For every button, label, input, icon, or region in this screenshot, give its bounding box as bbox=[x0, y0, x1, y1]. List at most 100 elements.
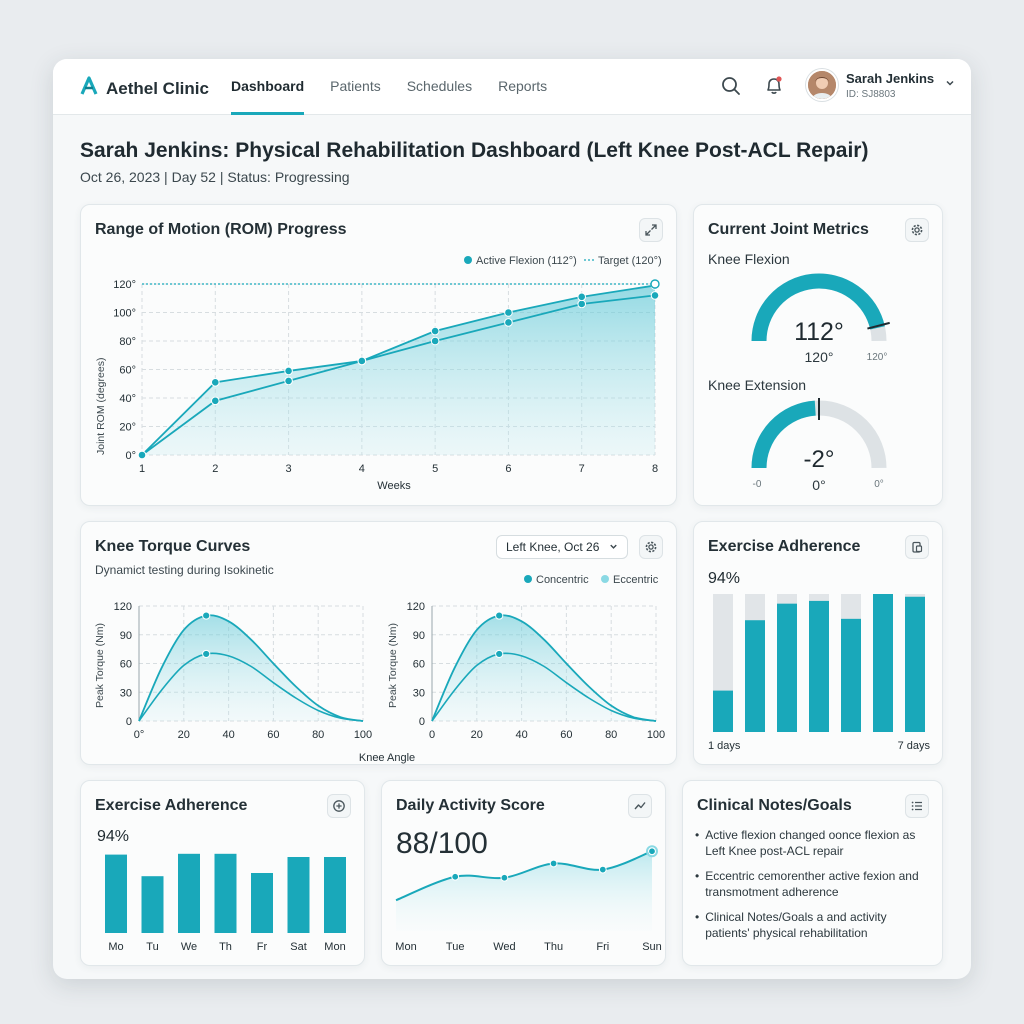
chevron-down-icon[interactable] bbox=[944, 76, 956, 94]
torque-left-xtick: 0° bbox=[134, 729, 145, 741]
rom-points bbox=[137, 279, 660, 460]
rom-point-active bbox=[650, 291, 660, 300]
rom-xtick: 2 bbox=[212, 463, 218, 475]
rom-point-upper bbox=[504, 308, 513, 317]
rom-point-upper bbox=[357, 356, 367, 366]
legend-dot-active bbox=[464, 256, 472, 264]
search-icon[interactable] bbox=[720, 75, 742, 102]
torque-right-xtick: 100 bbox=[647, 729, 665, 741]
adherence-day-label: Mon bbox=[324, 941, 345, 953]
rom-ytick: 100° bbox=[113, 308, 136, 320]
activity-area bbox=[396, 851, 652, 931]
adherence-day-bar bbox=[214, 853, 237, 933]
rom-xtick: 7 bbox=[579, 463, 585, 475]
torque-right-ytick: 120 bbox=[407, 601, 425, 613]
trend-icon[interactable] bbox=[628, 794, 652, 818]
adherence-bar bbox=[745, 620, 765, 732]
rom-series-active bbox=[141, 294, 656, 456]
activity-score: 88/100 bbox=[396, 827, 488, 860]
adherence-day-bar bbox=[105, 854, 127, 933]
rom-xtick: 3 bbox=[286, 463, 292, 475]
nav-schedules[interactable]: Schedules bbox=[406, 78, 473, 94]
adherence-percent-right: 94% bbox=[708, 570, 741, 587]
activity-point bbox=[500, 873, 509, 882]
activity-day-label: Mon bbox=[395, 941, 416, 953]
gear-icon[interactable] bbox=[639, 535, 663, 559]
rom-xtick: 6 bbox=[505, 463, 511, 475]
torque-xlabel: Knee Angle bbox=[359, 752, 415, 764]
torque-left-eccentric-line bbox=[138, 652, 364, 722]
activity-day-labels: Mon Tue Wed Thu Fri Sun bbox=[395, 941, 661, 953]
joint-metrics-card: Current Joint Metrics Knee Flexion 112° … bbox=[693, 204, 943, 506]
rom-xtick: 1 bbox=[139, 463, 145, 475]
rom-title: Range of Motion (ROM) Progress bbox=[95, 221, 347, 238]
flexion-label: Knee Flexion bbox=[708, 251, 790, 267]
extension-label: Knee Extension bbox=[708, 377, 807, 393]
activity-day-label: Thu bbox=[544, 941, 563, 953]
torque-right-xtick: 20 bbox=[471, 729, 483, 741]
nav-dashboard[interactable]: Dashboard bbox=[231, 59, 305, 115]
brand[interactable]: Aethel Clinic bbox=[79, 76, 209, 101]
adherence-end-label: 7 days bbox=[898, 740, 931, 752]
legend-eccentric: Eccentric bbox=[613, 574, 659, 586]
rom-card: Range of Motion (ROM) Progress 0° 20° 40° 6… bbox=[80, 204, 677, 506]
adherence-card-bottom: Exercise Adherence 94% Mo Tu We Th Fr Sat Mon bbox=[80, 780, 365, 966]
note-item: • Clinical Notes/Goals a and activity pat… bbox=[695, 910, 887, 940]
rom-point-active bbox=[210, 396, 220, 406]
logo-a-icon bbox=[79, 76, 99, 101]
legend-dot-concentric bbox=[524, 575, 532, 583]
app-name: Aethel Clinic bbox=[106, 78, 209, 98]
adherence-start-label: 1 days bbox=[708, 740, 741, 752]
adherence-bar bbox=[841, 618, 861, 732]
rom-point-active bbox=[430, 336, 440, 346]
adherence-day-label: Sat bbox=[290, 941, 307, 953]
torque-chart-right: 0 30 60 90 120 0 20 40 60 80 100 bbox=[407, 601, 666, 741]
rom-ytick: 0° bbox=[125, 450, 136, 462]
torque-charts: Concentric Eccentric 0 30 60 90 120 0° 20 40 60 8… bbox=[94, 574, 666, 764]
main-nav: Dashboard Patients Schedules Reports bbox=[231, 59, 547, 115]
adherence-bar bbox=[809, 600, 829, 732]
adherence-day-label: Tu bbox=[146, 941, 158, 953]
gear-icon[interactable] bbox=[905, 218, 929, 242]
torque-left-xtick: 40 bbox=[222, 729, 234, 741]
rom-target-point bbox=[650, 279, 660, 289]
adherence-day-bar bbox=[141, 876, 164, 933]
extension-gauge-fill bbox=[751, 400, 816, 469]
plus-circle-icon[interactable] bbox=[327, 794, 351, 818]
adherence-title-bottom: Exercise Adherence bbox=[95, 797, 248, 814]
user-menu[interactable]: Sarah Jenkins ID: SJ8803 bbox=[806, 69, 956, 101]
date-select[interactable]: Left Knee, Oct 26 bbox=[496, 535, 628, 559]
extension-right-label: 0° bbox=[874, 479, 884, 490]
bell-icon[interactable] bbox=[763, 75, 785, 102]
adherence-day-bar bbox=[287, 857, 310, 933]
legend-dot-eccentric bbox=[601, 575, 609, 583]
torque-chart-left: 0 30 60 90 120 0° 20 40 60 80 100 bbox=[114, 601, 373, 741]
rom-series-upper bbox=[141, 284, 656, 456]
clipboard-icon[interactable] bbox=[905, 535, 929, 559]
expand-icon[interactable] bbox=[639, 218, 663, 242]
chevron-down-icon bbox=[608, 541, 619, 555]
extension-left-label: -0 bbox=[753, 479, 762, 490]
nav-reports[interactable]: Reports bbox=[498, 78, 548, 94]
torque-right-fill bbox=[432, 615, 656, 721]
note-item: • Eccentric cemorenther active fexion and… bbox=[695, 869, 919, 899]
torque-ylabel-left: Peak Torque (Nm) bbox=[94, 623, 106, 708]
activity-point-highlight bbox=[646, 845, 658, 858]
rom-xtick: 4 bbox=[359, 463, 365, 475]
adherence-bar bbox=[873, 594, 893, 732]
list-icon[interactable] bbox=[905, 794, 929, 818]
notes-list: • Active flexion changed oonce flexion as… bbox=[695, 827, 931, 941]
nav-patients[interactable]: Patients bbox=[330, 78, 381, 94]
page-title: Sarah Jenkins: Physical Rehabilitation D… bbox=[80, 139, 869, 162]
rom-point-upper bbox=[284, 366, 293, 376]
activity-point bbox=[451, 872, 460, 881]
rom-point-upper bbox=[430, 326, 440, 336]
adherence-chart-bottom: Mo Tu We Th Fr Sat Mon bbox=[105, 853, 346, 953]
notes-title: Clinical Notes/Goals bbox=[697, 797, 852, 814]
activity-point bbox=[598, 865, 607, 874]
rom-ytick: 40° bbox=[119, 393, 136, 405]
page-subtitle: Oct 26, 2023 | Day 52 | Status: Progress… bbox=[80, 169, 350, 185]
note-item: • Active flexion changed oonce flexion as… bbox=[695, 828, 916, 858]
torque-right-xtick: 0 bbox=[429, 729, 435, 741]
legend-concentric: Concentric bbox=[536, 574, 589, 586]
